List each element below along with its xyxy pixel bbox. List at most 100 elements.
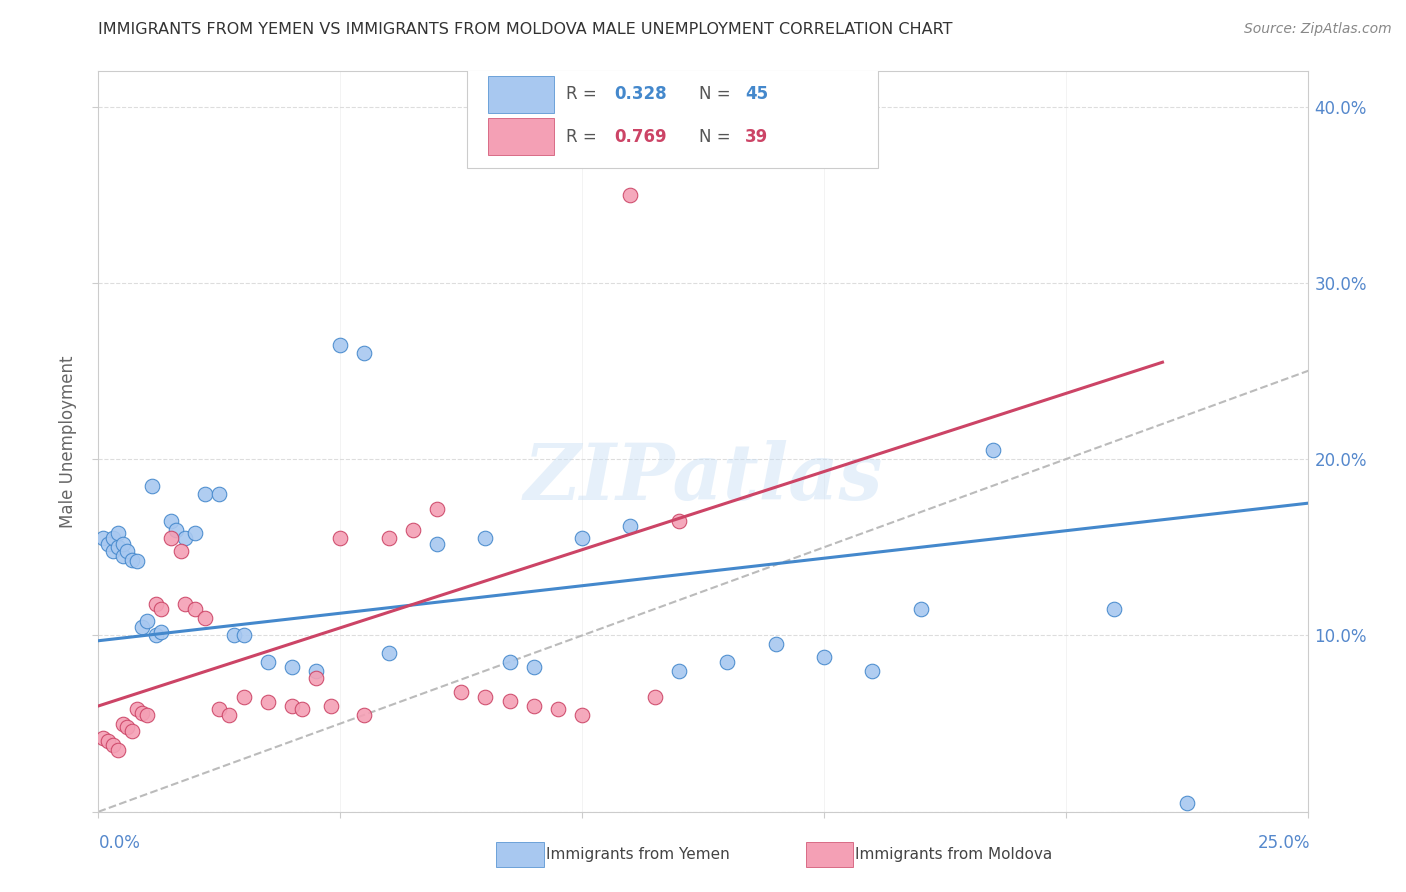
Point [281,660,304,674]
Point [668,664,690,678]
Text: R =: R = [567,86,602,103]
Point [174,532,197,546]
Text: Immigrants from Yemen: Immigrants from Yemen [546,847,730,862]
Point [127,702,149,716]
Point [860,664,883,678]
Point [256,695,278,709]
Point [194,487,217,501]
Text: 45: 45 [745,86,769,103]
Point [305,664,328,678]
Point [290,702,312,716]
Point [377,646,399,660]
Text: Source: ZipAtlas.com: Source: ZipAtlas.com [1244,22,1392,37]
Text: 39: 39 [745,128,769,145]
FancyBboxPatch shape [467,68,879,168]
Point [498,694,520,708]
Point [450,685,472,699]
Point [107,526,129,541]
Point [101,544,124,558]
Point [208,487,231,501]
Point [377,532,399,546]
Text: 0.0%: 0.0% [98,834,141,852]
Point [329,337,352,351]
Point [169,544,191,558]
Text: 0.328: 0.328 [614,86,668,103]
Point [232,690,254,705]
Point [218,707,240,722]
Point [131,619,153,633]
Text: Immigrants from Moldova: Immigrants from Moldova [855,847,1052,862]
Point [97,537,120,551]
Point [474,532,496,546]
Point [101,738,124,752]
Point [117,544,139,558]
Point [281,698,304,713]
Point [426,501,449,516]
Point [222,628,245,642]
Point [329,532,352,546]
Point [619,519,641,533]
Point [101,532,124,546]
Point [523,660,546,674]
Point [91,532,114,546]
Point [474,690,496,705]
Point [121,552,143,566]
Point [194,611,217,625]
Point [165,523,187,537]
Point [644,690,666,705]
Point [121,723,143,738]
Point [981,443,1004,458]
Text: 0.769: 0.769 [614,128,668,145]
Point [184,602,207,616]
Point [145,597,167,611]
Text: R =: R = [567,128,602,145]
Point [145,628,167,642]
Point [232,628,254,642]
Point [305,671,328,685]
Point [910,602,932,616]
Point [107,743,129,757]
Point [117,720,139,734]
Point [256,655,278,669]
Point [127,554,149,568]
Point [141,478,163,492]
Point [319,698,342,713]
Point [402,523,425,537]
Point [571,707,593,722]
Point [150,602,173,616]
Point [184,526,207,541]
Text: N =: N = [699,86,737,103]
Point [160,514,183,528]
Point [668,514,690,528]
Point [135,707,157,722]
Point [111,537,134,551]
FancyBboxPatch shape [488,76,554,112]
Point [353,707,375,722]
Text: 25.0%: 25.0% [1258,834,1310,852]
Point [135,615,157,629]
Point [1175,796,1198,810]
Point [208,702,231,716]
Point [426,537,449,551]
Point [160,532,183,546]
Point [97,734,120,748]
Text: IMMIGRANTS FROM YEMEN VS IMMIGRANTS FROM MOLDOVA MALE UNEMPLOYMENT CORRELATION C: IMMIGRANTS FROM YEMEN VS IMMIGRANTS FROM… [98,22,953,37]
FancyBboxPatch shape [488,118,554,155]
Y-axis label: Male Unemployment: Male Unemployment [59,355,77,528]
Point [571,532,593,546]
Point [813,649,835,664]
Point [619,187,641,202]
Text: ZIPatlas: ZIPatlas [523,441,883,516]
Point [107,541,129,555]
Point [111,716,134,731]
Point [91,731,114,745]
Point [150,624,173,639]
Point [523,698,546,713]
Point [498,655,520,669]
Point [353,346,375,360]
Point [765,637,787,651]
Text: N =: N = [699,128,737,145]
Point [131,706,153,720]
Point [547,702,569,716]
Point [716,655,738,669]
